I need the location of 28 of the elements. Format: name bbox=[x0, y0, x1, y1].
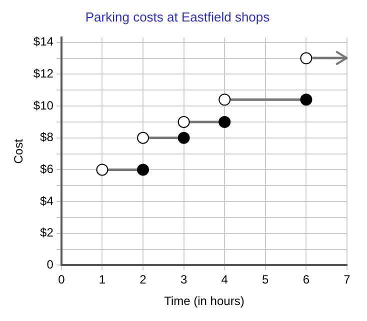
y-tick-label: $14 bbox=[33, 34, 54, 49]
y-tick-label: 0 bbox=[46, 258, 54, 272]
y-axis-title: Cost bbox=[12, 138, 26, 164]
chart-title: Parking costs at Eastfield shops bbox=[85, 9, 270, 24]
x-tick-label: 1 bbox=[98, 272, 106, 287]
point bbox=[137, 164, 150, 176]
point bbox=[300, 52, 312, 64]
y-tick-label: $4 bbox=[40, 194, 54, 208]
y-tick-label: $6 bbox=[40, 162, 54, 176]
x-tick-label: 3 bbox=[180, 272, 188, 287]
x-axis-title: Time (in hours) bbox=[164, 294, 244, 308]
point bbox=[218, 94, 231, 106]
x-tick-label: 5 bbox=[262, 272, 270, 287]
y-tick-label: $2 bbox=[40, 226, 54, 240]
x-tick-label: 6 bbox=[302, 272, 310, 287]
x-tick-label: 0 bbox=[58, 272, 66, 287]
y-tick-label: $12 bbox=[33, 66, 54, 81]
point bbox=[137, 132, 150, 144]
point bbox=[178, 132, 190, 144]
point bbox=[218, 116, 231, 128]
y-tick-label: $8 bbox=[40, 130, 54, 144]
point bbox=[178, 116, 190, 128]
point bbox=[96, 164, 108, 176]
point bbox=[300, 94, 312, 106]
x-tick-label: 4 bbox=[221, 272, 228, 287]
x-tick-label: 2 bbox=[140, 272, 147, 287]
x-tick-label: 7 bbox=[344, 272, 351, 287]
y-tick-label: $10 bbox=[33, 98, 54, 112]
